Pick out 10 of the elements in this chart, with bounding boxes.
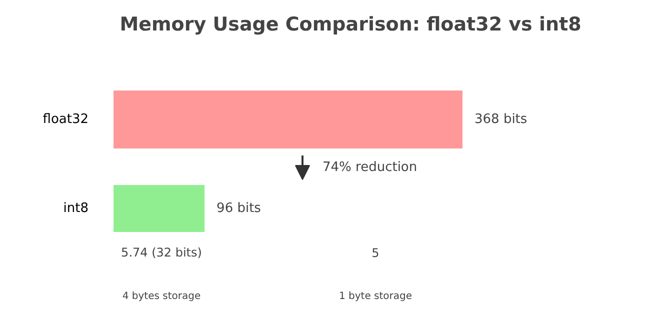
text: 4 bytes storage bbox=[122, 291, 201, 302]
chart-title: Memory Usage Comparison: float32 vs int8 bbox=[120, 14, 582, 36]
data-label: 368 bits bbox=[474, 112, 528, 127]
y-tick-label: float32 bbox=[42, 112, 88, 127]
annotation: 5.74 (32 bits) bbox=[121, 246, 202, 260]
y-tick-label: int8 bbox=[63, 201, 89, 216]
data-label: 96 bits bbox=[216, 201, 262, 216]
annotation: 5 bbox=[372, 246, 380, 260]
text: 1 byte storage bbox=[338, 291, 412, 302]
annotation: 74% reduction bbox=[322, 160, 418, 175]
